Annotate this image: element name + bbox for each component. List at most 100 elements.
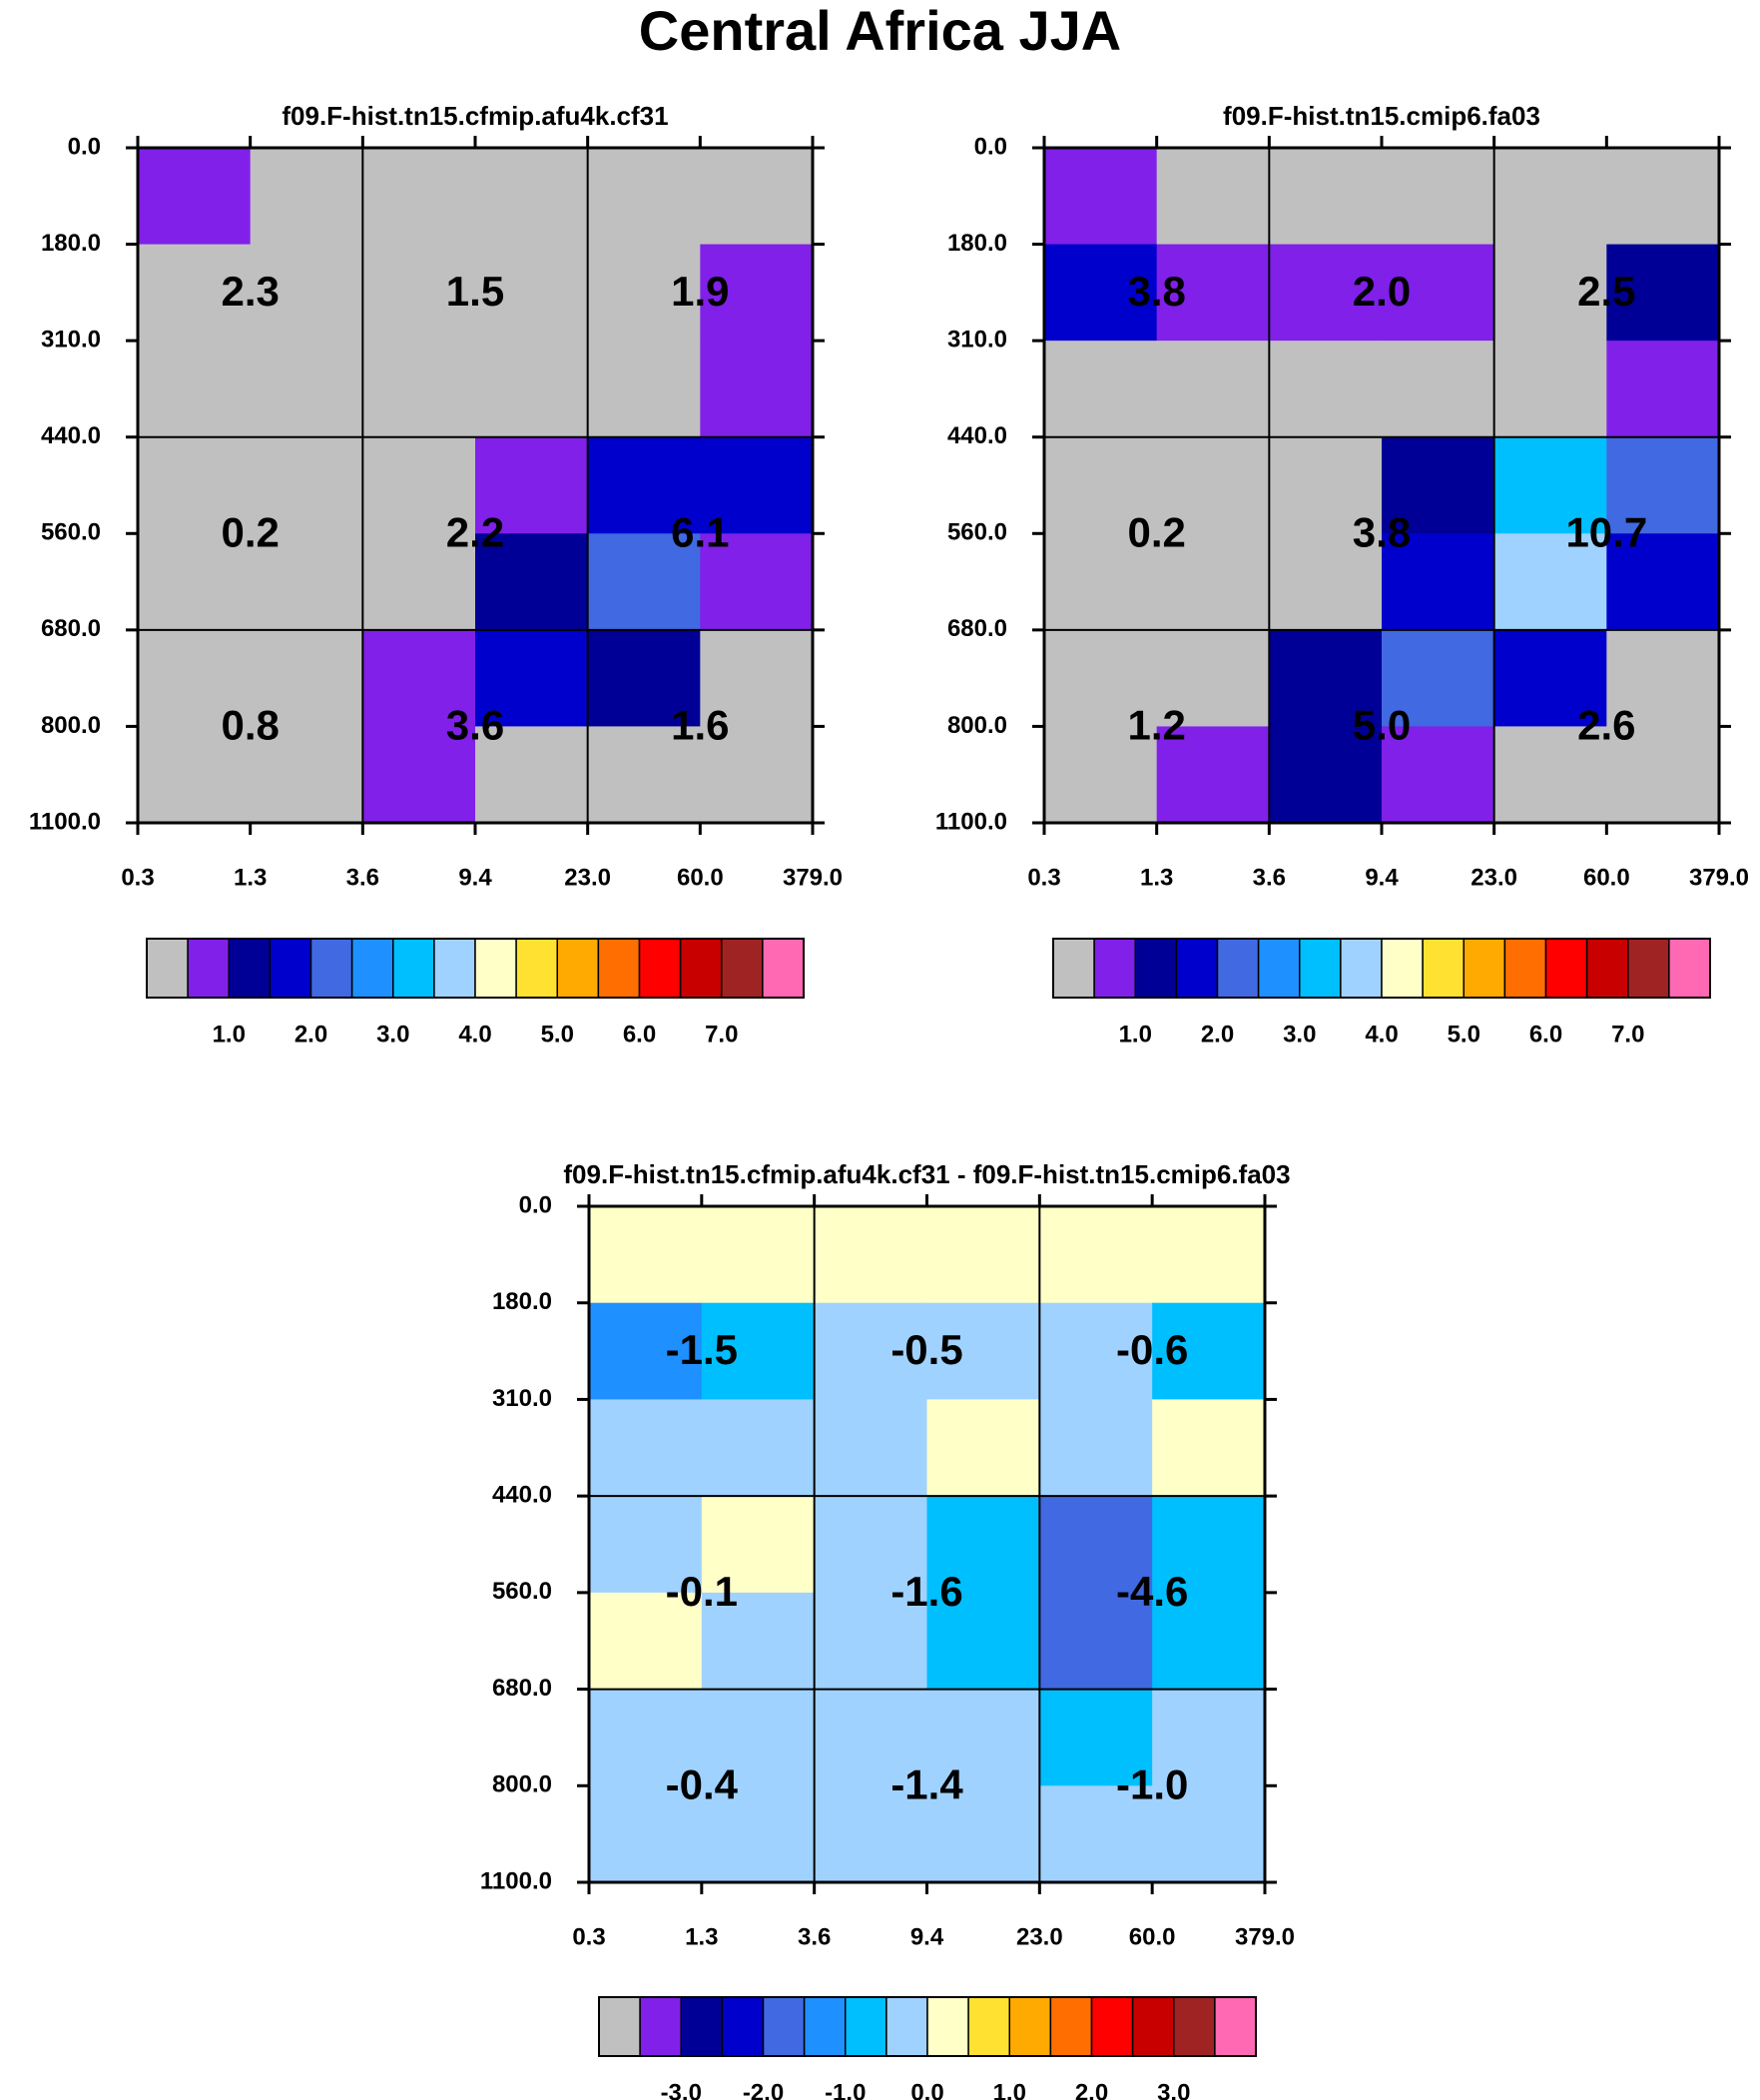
heatmap-cell	[1606, 726, 1720, 824]
x-tick-label: 9.4	[910, 1923, 944, 1950]
y-tick-label: 560.0	[492, 1578, 552, 1605]
heatmap-cell	[475, 436, 589, 534]
box-value-label: -1.5	[666, 1326, 738, 1373]
colorbar-swatch	[1422, 938, 1465, 999]
box-value-label: 1.5	[446, 268, 504, 315]
colorbar-label: 2.0	[294, 1021, 327, 1048]
heatmap-cell	[814, 1399, 928, 1497]
heatmap-cell	[1152, 1302, 1266, 1401]
heatmap-cell	[1382, 436, 1495, 534]
x-tick-label: 379.0	[1689, 864, 1749, 891]
heatmap-cell	[138, 533, 252, 631]
y-tick-label: 440.0	[947, 422, 1007, 449]
heatmap-cell	[701, 1592, 816, 1691]
heatmap-cell	[1156, 726, 1270, 824]
heatmap-cell	[362, 726, 476, 824]
heatmap-cell	[814, 1206, 928, 1304]
heatmap-cell	[362, 148, 476, 246]
heatmap-cell	[1269, 148, 1383, 246]
colorbar-swatch	[1052, 938, 1095, 999]
box-value-label: 3.8	[1127, 268, 1185, 315]
heatmap-cell	[1382, 533, 1495, 631]
heatmap-cell	[926, 1592, 1040, 1691]
heatmap-panel-3: f09.F-hist.tn15.cfmip.afu4k.cf31 - f09.F…	[480, 1159, 1295, 2100]
y-tick-label: 1100.0	[480, 1867, 552, 1894]
heatmap-cell	[1152, 1496, 1266, 1594]
heatmap-cell	[1493, 244, 1607, 342]
heatmap-cell	[814, 1302, 928, 1401]
heatmap-cell	[701, 1302, 816, 1401]
heatmap-cell	[1156, 148, 1270, 246]
heatmap-cell	[1269, 341, 1383, 438]
colorbar-swatch	[433, 938, 476, 999]
colorbar-swatch	[1299, 938, 1342, 999]
heatmap-cell	[1606, 148, 1720, 246]
heatmap-cell	[475, 244, 589, 342]
heatmap-cell	[700, 726, 814, 824]
box-value-label: 3.6	[446, 702, 504, 749]
colorbar-swatch	[228, 938, 272, 999]
heatmap-cell	[250, 629, 363, 728]
x-tick-label: 60.0	[677, 864, 724, 891]
colorbar-swatch	[680, 1996, 724, 2057]
y-tick-label: 0.0	[519, 1191, 552, 1218]
heatmap-cell	[1606, 629, 1720, 728]
heatmap-cell	[926, 1206, 1040, 1304]
colorbar-swatch	[803, 1996, 847, 2057]
heatmap-cell	[1156, 436, 1270, 534]
heatmap-cell	[1039, 1689, 1153, 1786]
heatmap-cell	[589, 1785, 703, 1883]
colorbar-label: 7.0	[1611, 1021, 1644, 1048]
colorbar-swatch	[1093, 938, 1136, 999]
heatmap-cell	[250, 244, 363, 342]
colorbar-label: 1.0	[213, 1021, 246, 1048]
colorbar-frame	[1052, 938, 1711, 999]
y-tick-label: 680.0	[947, 615, 1007, 642]
heatmap-cell	[1382, 244, 1495, 342]
heatmap-cell	[1156, 244, 1270, 342]
heatmap-cell	[1152, 1399, 1266, 1497]
box-value-label: -0.1	[666, 1568, 738, 1615]
colorbar-swatch	[1049, 1996, 1093, 2057]
heatmap-cell	[1382, 148, 1495, 246]
x-tick-label: 9.4	[1365, 864, 1399, 891]
heatmap-cell	[1382, 341, 1495, 438]
y-tick-label: 440.0	[492, 1481, 552, 1508]
heatmap-cell	[1039, 1399, 1153, 1497]
heatmap-cell	[700, 244, 814, 342]
panel-title: f09.F-hist.tn15.cfmip.afu4k.cf31 - f09.F…	[563, 1159, 1290, 1189]
x-tick-label: 379.0	[1235, 1923, 1295, 1950]
heatmap-cell	[700, 436, 814, 534]
x-tick-label: 3.6	[1253, 864, 1286, 891]
colorbar-swatch	[1214, 1996, 1257, 2057]
y-tick-label: 800.0	[492, 1771, 552, 1798]
heatmap-cell	[1156, 341, 1270, 438]
heatmap-cell	[1606, 341, 1720, 438]
heatmap-cell	[362, 436, 476, 534]
x-tick-label: 0.3	[1027, 864, 1060, 891]
heatmap-cell	[1044, 436, 1158, 534]
x-tick-label: 23.0	[1470, 864, 1517, 891]
heatmap-cell	[814, 1592, 928, 1691]
y-tick-label: 310.0	[947, 326, 1007, 352]
heatmap-cell	[587, 341, 701, 438]
heatmap-cell	[1039, 1785, 1153, 1883]
heatmap-cell	[589, 1302, 703, 1401]
heatmap-cell	[1493, 533, 1607, 631]
heatmap-cell	[1152, 1785, 1266, 1883]
colorbar-swatch	[721, 1996, 765, 2057]
colorbar-frame	[146, 938, 805, 999]
x-tick-label: 379.0	[783, 864, 843, 891]
box-value-label: -1.6	[890, 1568, 962, 1615]
box-value-label: -0.4	[666, 1760, 739, 1807]
y-tick-label: 800.0	[41, 712, 101, 739]
heatmap-cell	[589, 1592, 703, 1691]
heatmap-cell	[926, 1496, 1040, 1594]
heatmap-cell	[475, 341, 589, 438]
heatmap-cell	[1269, 436, 1383, 534]
heatmap-cell	[701, 1206, 816, 1304]
heatmap-panel-2: f09.F-hist.tn15.cmip6.fa03 0.0 180.0 310.0 4…	[935, 101, 1749, 1048]
heatmap-cell	[926, 1785, 1040, 1883]
colorbar-swatch	[146, 938, 189, 999]
